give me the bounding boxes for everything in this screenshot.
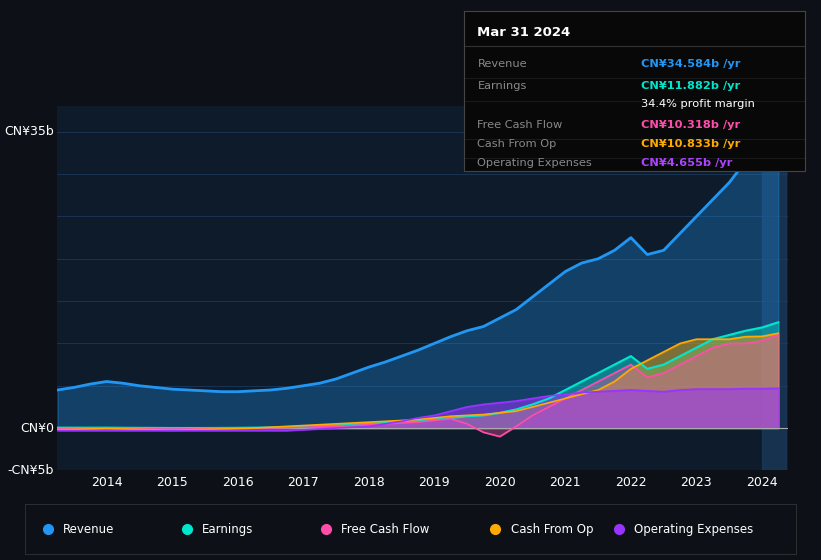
Text: Cash From Op: Cash From Op: [478, 139, 557, 148]
Text: Revenue: Revenue: [63, 522, 115, 536]
Text: CN¥35b: CN¥35b: [4, 125, 54, 138]
Text: -CN¥5b: -CN¥5b: [7, 464, 54, 477]
Text: CN¥10.318b /yr: CN¥10.318b /yr: [641, 119, 741, 129]
Text: CN¥34.584b /yr: CN¥34.584b /yr: [641, 59, 741, 69]
Text: CN¥10.833b /yr: CN¥10.833b /yr: [641, 139, 741, 148]
Text: Operating Expenses: Operating Expenses: [635, 522, 754, 536]
Text: Cash From Op: Cash From Op: [511, 522, 594, 536]
Text: Revenue: Revenue: [478, 59, 527, 69]
Bar: [762, 106, 787, 470]
Text: 34.4% profit margin: 34.4% profit margin: [641, 99, 755, 109]
Text: Earnings: Earnings: [478, 81, 527, 91]
Text: Mar 31 2024: Mar 31 2024: [478, 26, 571, 39]
Text: CN¥4.655b /yr: CN¥4.655b /yr: [641, 158, 732, 168]
Text: Free Cash Flow: Free Cash Flow: [341, 522, 429, 536]
Text: CN¥11.882b /yr: CN¥11.882b /yr: [641, 81, 741, 91]
Text: Free Cash Flow: Free Cash Flow: [478, 119, 562, 129]
Text: CN¥0: CN¥0: [20, 422, 54, 435]
Text: Earnings: Earnings: [202, 522, 254, 536]
Text: Operating Expenses: Operating Expenses: [478, 158, 592, 168]
